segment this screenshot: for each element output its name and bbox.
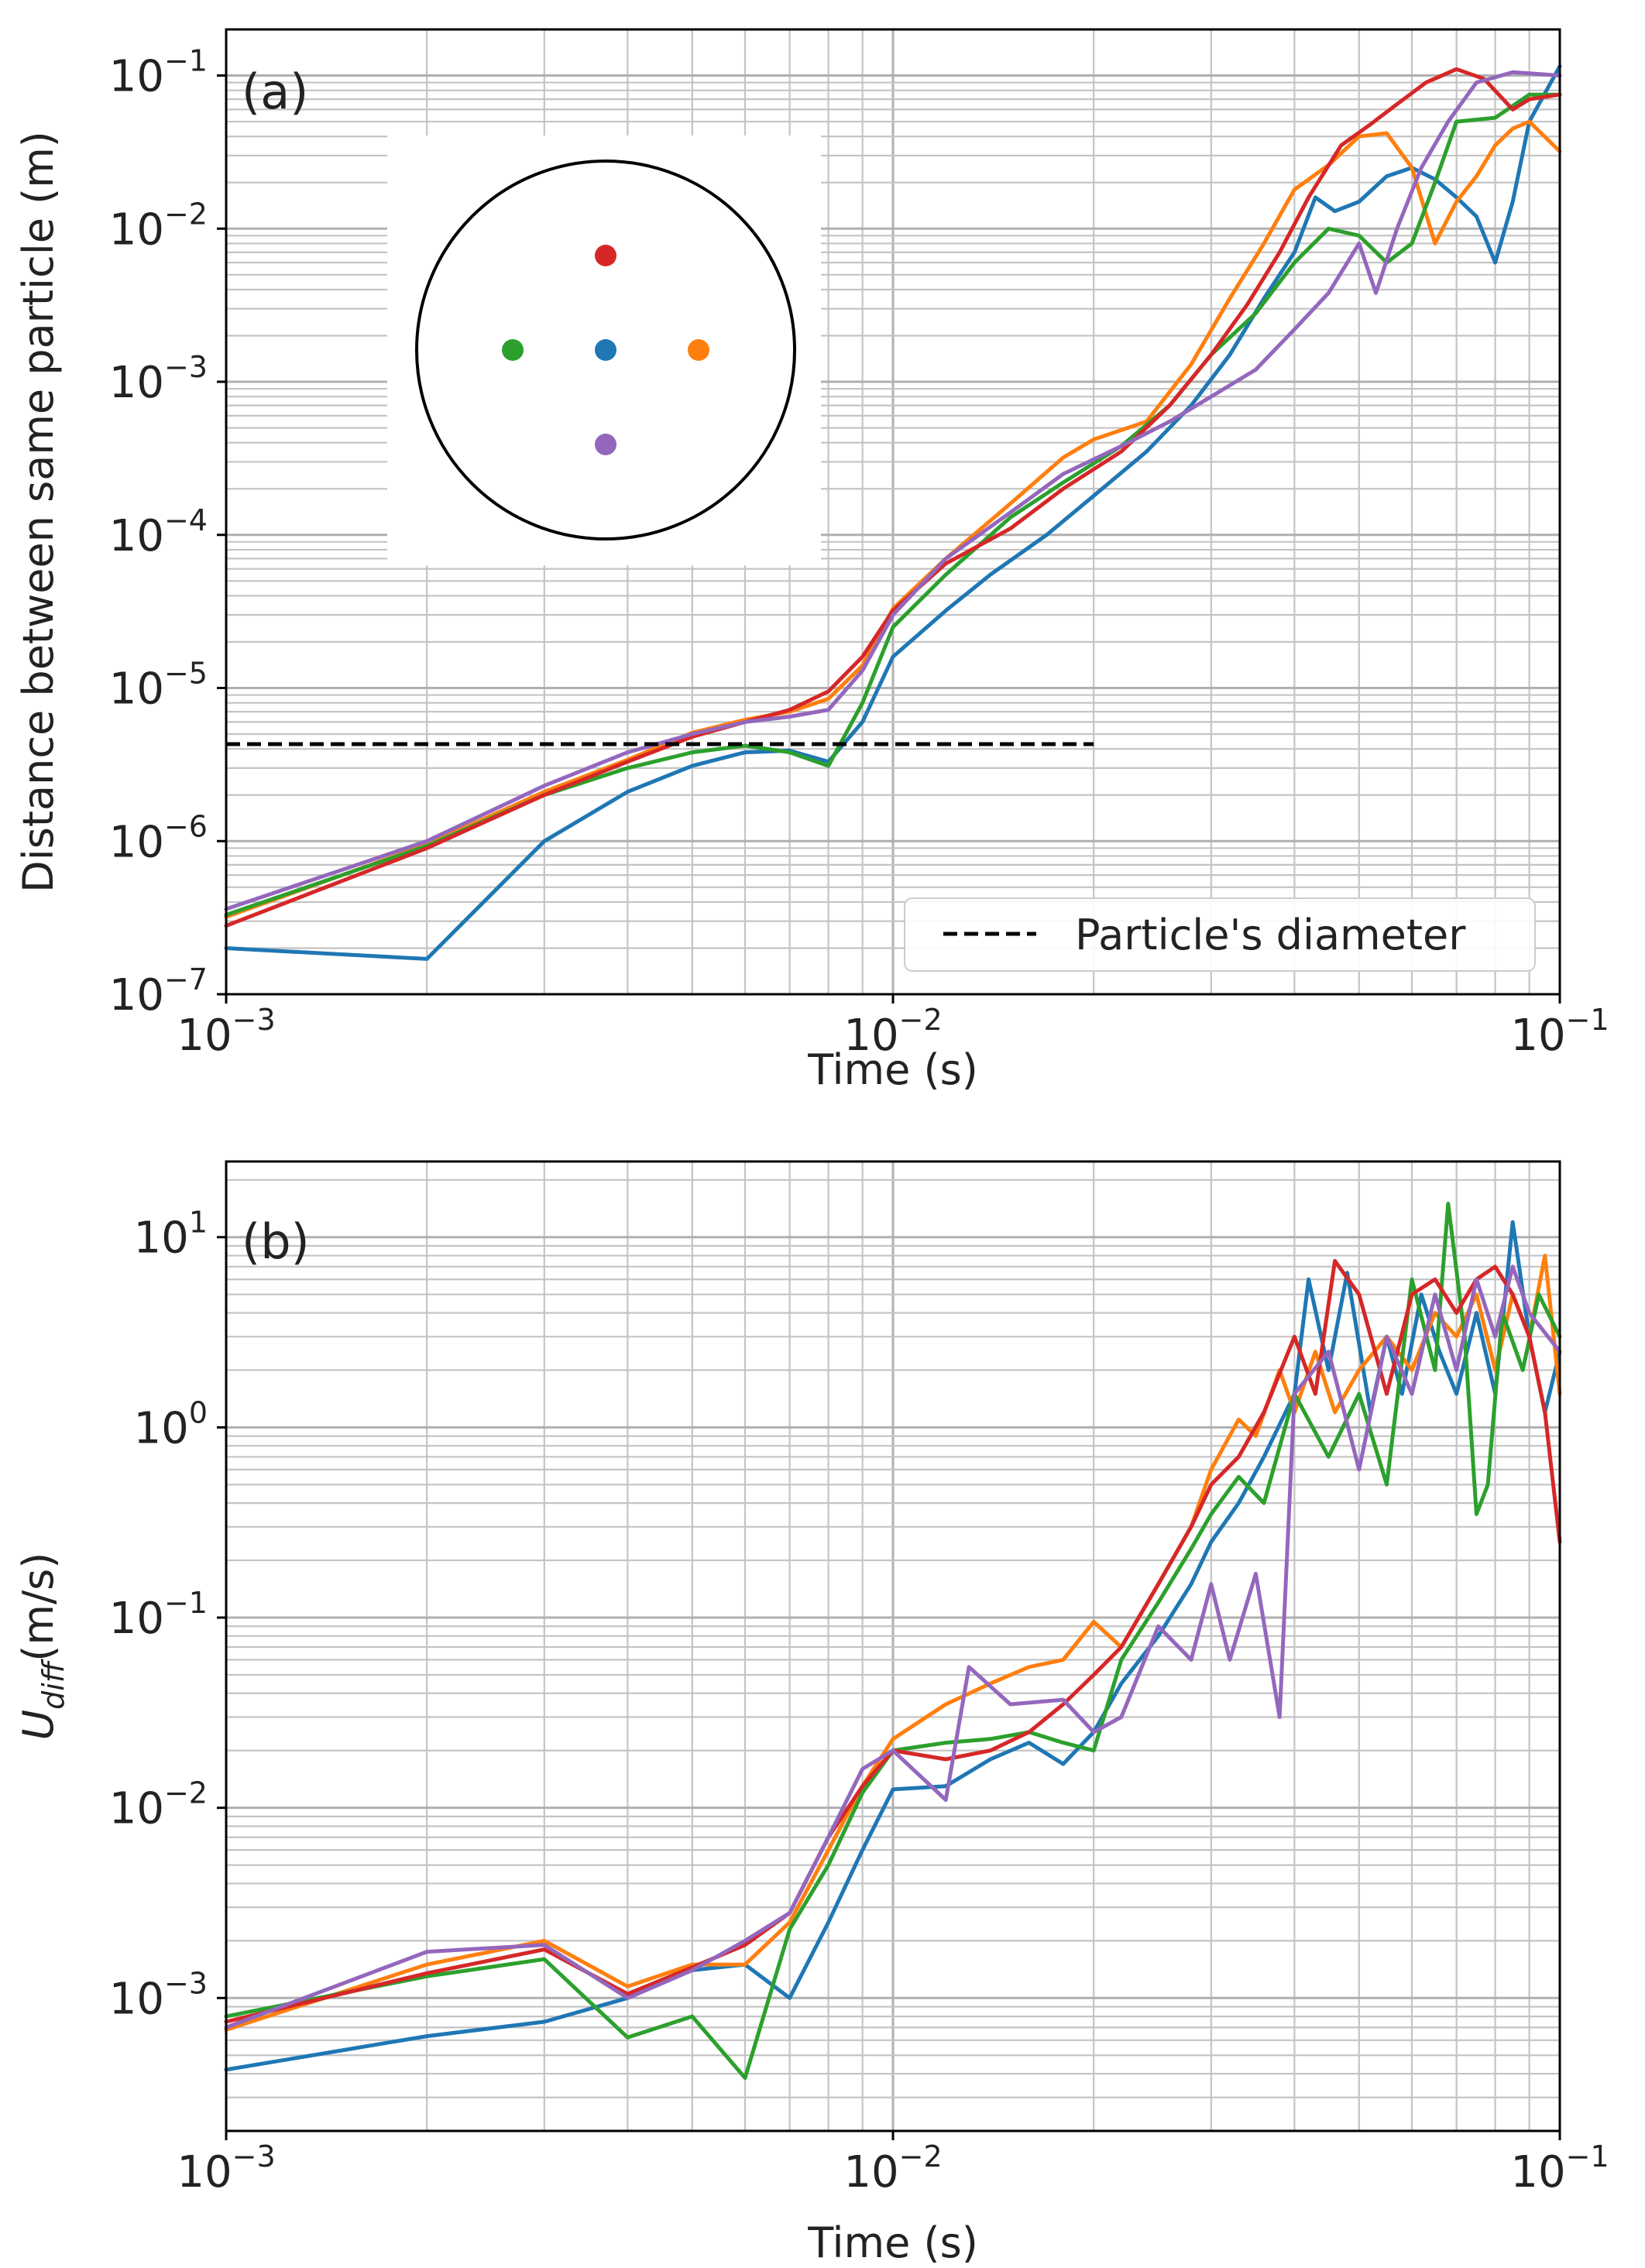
y-tick-exp: −6 (164, 809, 208, 843)
panel-a-legend: Particle's diameter (904, 897, 1536, 972)
panel-a-x-ticks: 10−3 10−2 10−1 (177, 994, 1609, 1061)
y-tick-exp: −2 (164, 1776, 208, 1810)
panel-a-label: (a) (242, 63, 308, 120)
y-title-unit: (m/s) (14, 1553, 63, 1662)
panel-a-x-axis-title: Time (s) (807, 1045, 978, 1094)
panel-b-series (224, 1202, 1562, 2080)
y-tick-base: 10 (109, 204, 164, 255)
panel-b-y-axis-title: Udiff(m/s) (14, 1553, 70, 1741)
y-tick-label: 10−1 (109, 44, 208, 102)
y-tick-label: 100 (134, 1395, 208, 1453)
x-tick-base: 10 (177, 1010, 232, 1061)
panel-b-label: (b) (242, 1213, 310, 1270)
y-tick-label: 10−2 (109, 1776, 208, 1834)
y-tick-base: 10 (109, 511, 164, 561)
x-tick-base: 10 (843, 1010, 898, 1061)
y-tick-exp: −7 (164, 962, 208, 997)
panel-a-series (224, 64, 1562, 961)
panel-b-x-axis-title: Time (s) (807, 2218, 978, 2267)
x-tick-label: 10−2 (843, 1003, 942, 1061)
series-blue (224, 64, 1562, 961)
x-tick-exp: −2 (899, 1003, 943, 1037)
inset-domain-circle (415, 160, 796, 540)
y-tick-exp: −5 (164, 657, 208, 691)
inset-seed-point-top (595, 245, 616, 266)
y-tick-label: 10−6 (109, 809, 208, 867)
y-tick-exp: −3 (164, 1966, 208, 2000)
y-tick-label: 101 (134, 1206, 208, 1264)
series-orange (224, 119, 1562, 919)
y-tick-base: 10 (109, 817, 164, 867)
inset-seed-point-right (688, 339, 709, 361)
panel-a-inset (387, 136, 821, 565)
x-tick-exp: −1 (1566, 1003, 1609, 1037)
series-purple (224, 1264, 1562, 2030)
y-tick-base: 10 (134, 1213, 189, 1264)
x-tick-base: 10 (1510, 1010, 1565, 1061)
y-tick-base: 10 (109, 358, 164, 408)
x-tick-label: 10−1 (1510, 2139, 1609, 2198)
y-tick-base: 10 (109, 664, 164, 715)
y-tick-label: 10−4 (109, 503, 208, 561)
y-tick-label: 10−3 (109, 350, 208, 408)
x-tick-base: 10 (177, 2147, 232, 2198)
x-tick-label: 10−1 (1510, 1003, 1609, 1061)
series-blue (224, 1220, 1562, 2072)
y-tick-base: 10 (109, 1784, 164, 1834)
inset-seed-point-center (595, 339, 616, 361)
panel-a-y-axis-title: Distance between same particle (m) (14, 131, 63, 893)
y-tick-label: 10−1 (109, 1586, 208, 1644)
x-tick-label: 10−3 (177, 1003, 275, 1061)
panel-b-x-ticks: 10−3 10−2 10−1 (177, 2131, 1609, 2198)
series-purple (224, 70, 1562, 911)
x-tick-exp: −1 (1566, 2139, 1609, 2174)
y-title-sub: diff (36, 1659, 70, 1710)
inset-seed-point-bottom (595, 434, 616, 455)
series-orange (224, 1254, 1562, 2032)
y-tick-exp: 1 (189, 1206, 208, 1240)
series-green (224, 1202, 1562, 2080)
x-tick-base: 10 (1510, 2147, 1565, 2198)
y-tick-base: 10 (134, 1403, 189, 1453)
y-tick-label: 10−5 (109, 657, 208, 715)
y-title-base: U (14, 1710, 63, 1741)
y-tick-exp: −1 (164, 44, 208, 78)
x-tick-exp: −3 (232, 2139, 276, 2174)
y-tick-exp: −3 (164, 350, 208, 384)
y-tick-base: 10 (109, 52, 164, 102)
x-tick-base: 10 (843, 2147, 898, 2198)
inset-seed-point-left (502, 339, 524, 361)
panel-a-distance: 10−3 10−2 10−1 10−710−610−510−410−310−210−… (14, 28, 1609, 1094)
y-tick-base: 10 (109, 1594, 164, 1644)
y-tick-exp: −1 (164, 1586, 208, 1620)
y-tick-label: 10−3 (109, 1966, 208, 2024)
y-tick-exp: 0 (189, 1395, 208, 1429)
y-tick-base: 10 (109, 970, 164, 1021)
y-tick-label: 10−2 (109, 197, 208, 255)
y-tick-exp: −2 (164, 197, 208, 231)
x-tick-label: 10−2 (843, 2139, 942, 2198)
y-tick-label: 10−7 (109, 962, 208, 1021)
legend-label: Particle's diameter (1075, 911, 1466, 959)
x-tick-exp: −3 (232, 1003, 276, 1037)
panel-b-grid (225, 1161, 1560, 2132)
x-tick-label: 10−3 (177, 2139, 275, 2198)
x-tick-exp: −2 (899, 2139, 943, 2174)
y-tick-exp: −4 (164, 503, 208, 537)
y-tick-base: 10 (109, 1974, 164, 2024)
legend-box (904, 897, 1536, 972)
panel-a-y-ticks: 10−710−610−510−410−310−210−1 (109, 44, 226, 1021)
